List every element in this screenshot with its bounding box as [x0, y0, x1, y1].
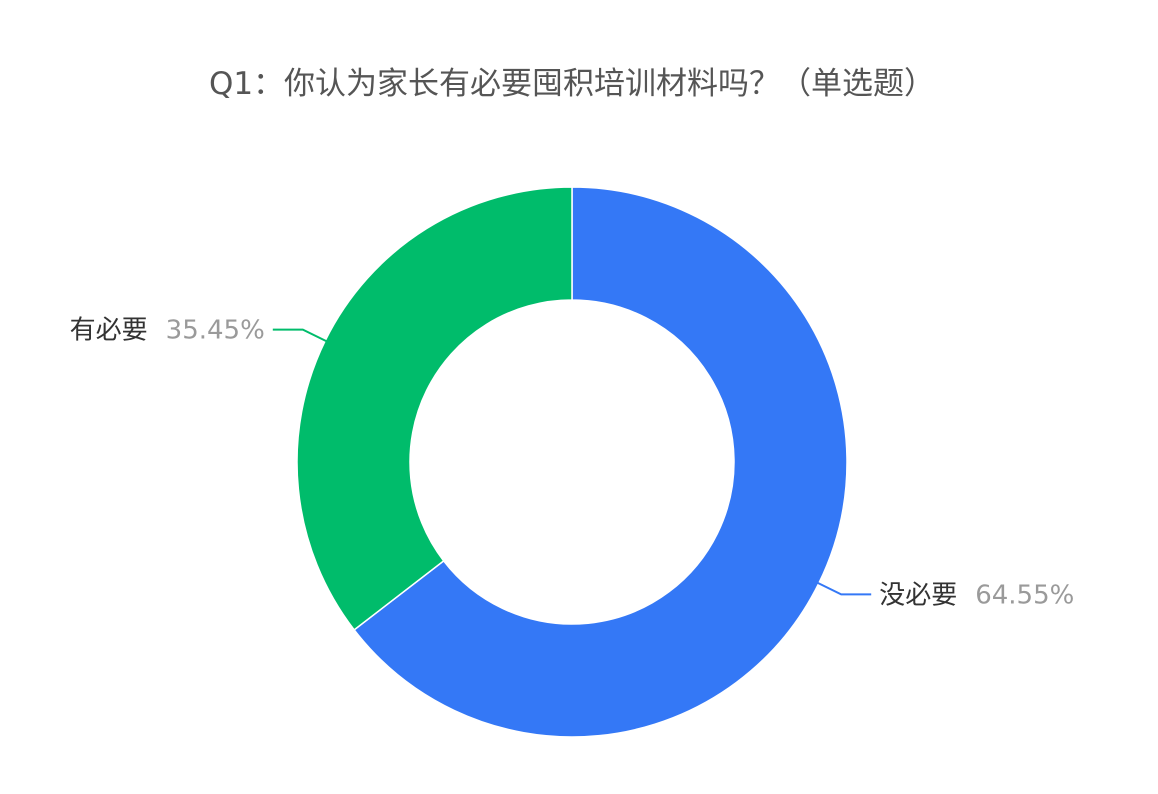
slice-label-1: 有必要 35.45%: [70, 316, 265, 346]
leader-line-0: [816, 581, 872, 596]
donut-slice-1: [296, 186, 573, 631]
slice-labels: 没必要 64.55% 有必要 35.45%: [70, 316, 1075, 611]
slice-label-0: 没必要 64.55%: [879, 580, 1074, 610]
leader-line-1: [272, 328, 328, 343]
slice-name-0: 没必要: [879, 580, 957, 610]
slice-percent-1: 35.45%: [166, 316, 265, 346]
slice-percent-0: 64.55%: [975, 580, 1074, 610]
chart-title: Q1：你认为家长有必要囤积培训材料吗？（单选题）: [209, 66, 935, 102]
slice-name-1: 有必要: [70, 316, 148, 346]
donut-slices: [296, 186, 848, 738]
donut-slice-0: [353, 186, 848, 738]
